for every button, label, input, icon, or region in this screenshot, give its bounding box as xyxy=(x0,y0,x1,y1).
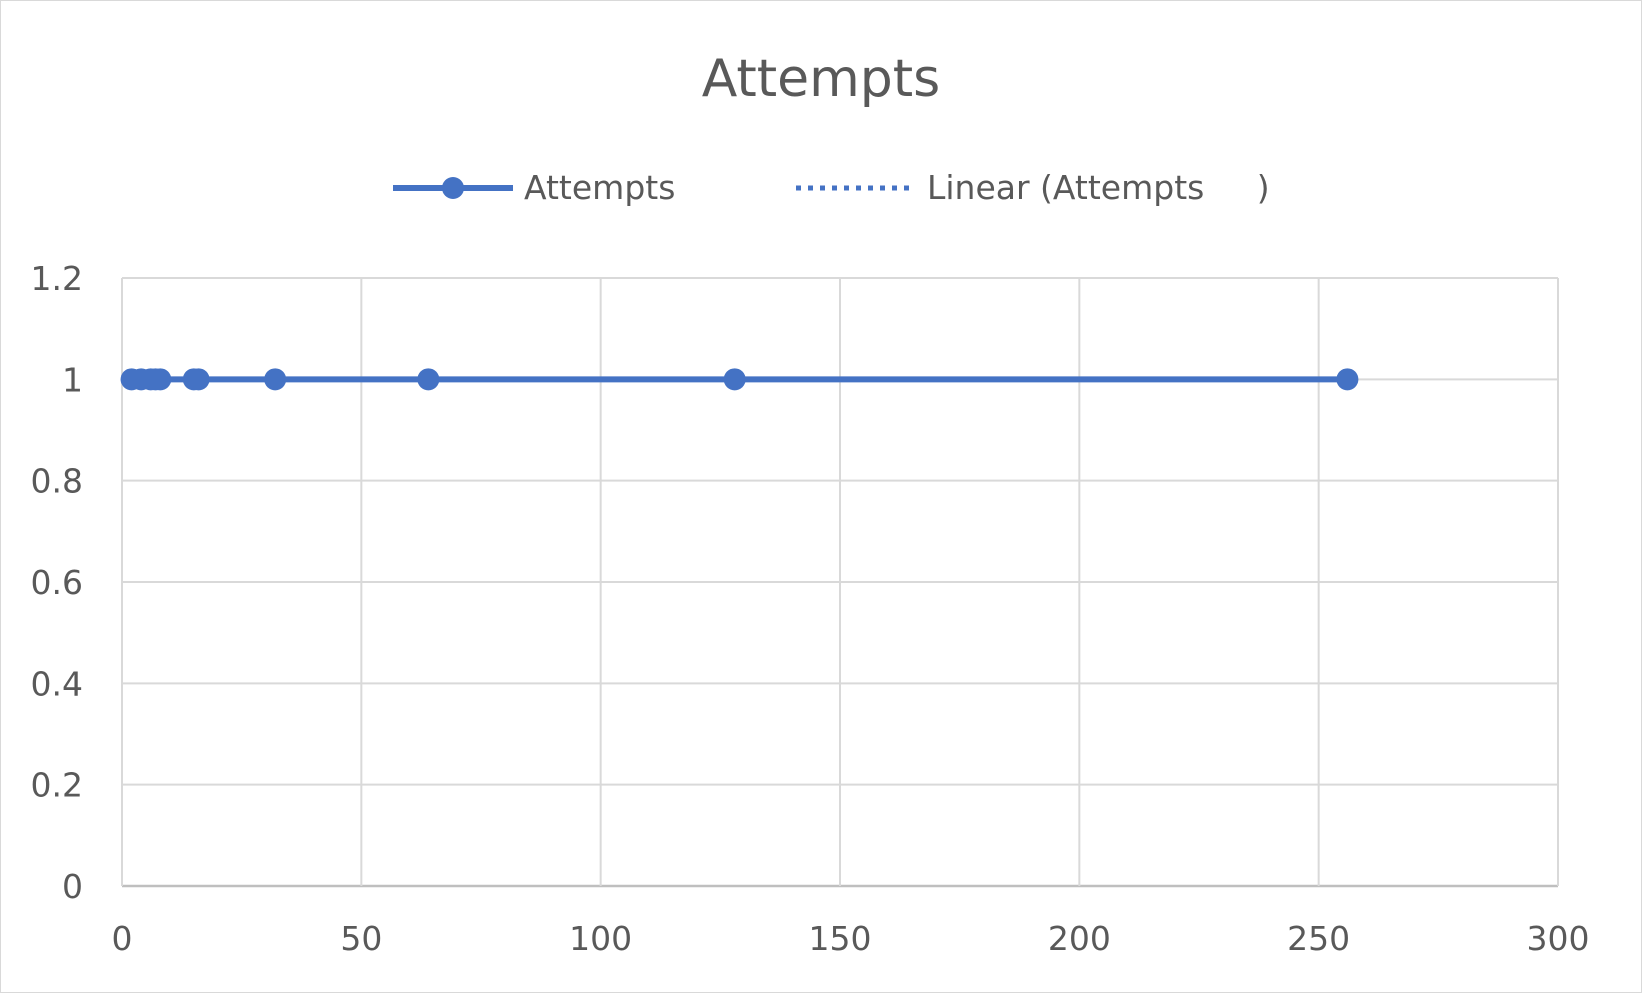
data-point xyxy=(149,368,172,391)
legend-marker-swatch xyxy=(442,177,464,199)
legend-entry-attempts: Attempts xyxy=(393,168,675,207)
x-tick-label: 50 xyxy=(340,919,382,958)
data-point xyxy=(723,368,746,391)
data-point xyxy=(264,368,287,391)
legend-label-attempts: Attempts xyxy=(524,168,675,207)
x-tick-label: 0 xyxy=(112,919,133,958)
data-point xyxy=(417,368,440,391)
legend: Attempts Linear (Attempts ) xyxy=(393,168,1270,207)
legend-label-trendline: Linear (Attempts ) xyxy=(927,168,1270,207)
chart-title: Attempts xyxy=(702,49,941,109)
y-tick-label: 0.4 xyxy=(31,664,83,703)
x-tick-label: 150 xyxy=(809,919,872,958)
y-tick-label: 0.2 xyxy=(31,766,83,805)
y-tick-label: 0.6 xyxy=(31,563,83,602)
axis-layer: 0 0.2 0.4 0.6 0.8 1 1.2 0 50 100 150 200 250 300 xyxy=(31,259,1590,958)
data-point xyxy=(1336,368,1359,391)
legend-entry-trendline: Linear (Attempts ) xyxy=(796,168,1270,207)
y-tick-label: 1 xyxy=(62,360,83,399)
series-layer xyxy=(120,368,1359,391)
grid-layer xyxy=(121,277,1559,888)
y-tick-label: 0 xyxy=(62,867,83,906)
x-tick-label: 200 xyxy=(1048,919,1111,958)
x-tick-label: 100 xyxy=(569,919,632,958)
y-tick-label: 1.2 xyxy=(31,259,83,298)
x-tick-label: 300 xyxy=(1527,919,1590,958)
y-tick-label: 0.8 xyxy=(31,462,83,501)
x-tick-label: 250 xyxy=(1287,919,1350,958)
data-point xyxy=(187,368,210,391)
